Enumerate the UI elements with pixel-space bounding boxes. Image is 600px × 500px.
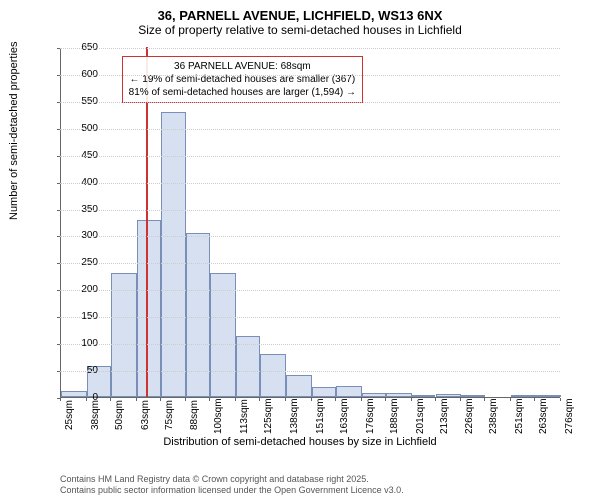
x-tick-mark [484, 398, 485, 401]
y-gridline [60, 317, 560, 318]
x-tick-label: 176sqm [365, 400, 376, 434]
histogram-bar [236, 336, 260, 397]
y-gridline [60, 236, 560, 237]
x-tick-label: 238sqm [488, 400, 499, 434]
y-gridline [60, 263, 560, 264]
histogram-bar [186, 233, 210, 397]
x-tick-mark [259, 398, 260, 401]
x-tick-mark [285, 398, 286, 401]
histogram-bar [436, 394, 462, 397]
x-tick-label: 263sqm [538, 400, 549, 434]
x-tick-label: 188sqm [389, 400, 400, 434]
x-tick-label: 151sqm [315, 400, 326, 434]
footer-line2: Contains public sector information licen… [60, 485, 404, 496]
y-gridline [60, 48, 560, 49]
x-tick-label: 201sqm [415, 400, 426, 434]
x-tick-mark [534, 398, 535, 401]
annotation-line3: 81% of semi-detached houses are larger (… [129, 86, 356, 99]
x-tick-mark [209, 398, 210, 401]
x-tick-mark [361, 398, 362, 401]
y-gridline [60, 344, 560, 345]
x-tick-label: 100sqm [213, 400, 224, 434]
x-tick-mark [460, 398, 461, 401]
histogram-bar [260, 354, 286, 397]
x-tick-label: 138sqm [289, 400, 300, 434]
histogram-bar [362, 393, 386, 397]
x-tick-mark [510, 398, 511, 401]
histogram-bar [312, 387, 336, 397]
x-tick-mark [560, 398, 561, 401]
x-tick-label: 63sqm [140, 400, 151, 434]
histogram-bar [412, 395, 436, 397]
histogram-bar [210, 273, 236, 397]
chart-subtitle: Size of property relative to semi-detach… [0, 23, 600, 41]
y-axis-label: Number of semi-detached properties [8, 41, 20, 220]
x-tick-label: 50sqm [114, 400, 125, 434]
x-tick-mark [385, 398, 386, 401]
y-gridline [60, 371, 560, 372]
x-tick-label: 251sqm [514, 400, 525, 434]
footer-text: Contains HM Land Registry data © Crown c… [60, 474, 404, 496]
histogram-bar [461, 395, 485, 397]
y-gridline [60, 290, 560, 291]
x-tick-label: 213sqm [439, 400, 450, 434]
x-tick-label: 113sqm [239, 400, 250, 434]
chart-container: 36, PARNELL AVENUE, LICHFIELD, WS13 6NX … [0, 0, 600, 500]
y-gridline [60, 102, 560, 103]
y-gridline [60, 210, 560, 211]
x-tick-mark [110, 398, 111, 401]
x-tick-label: 226sqm [464, 400, 475, 434]
y-gridline [60, 183, 560, 184]
x-tick-mark [311, 398, 312, 401]
x-tick-mark [136, 398, 137, 401]
histogram-bar [386, 393, 412, 397]
x-tick-label: 276sqm [564, 400, 575, 434]
footer-line1: Contains HM Land Registry data © Crown c… [60, 474, 404, 485]
x-tick-label: 125sqm [263, 400, 274, 434]
histogram-bar [161, 112, 187, 397]
x-tick-label: 25sqm [64, 400, 75, 434]
x-tick-mark [60, 398, 61, 401]
y-gridline [60, 75, 560, 76]
x-tick-mark [435, 398, 436, 401]
x-axis-label: Distribution of semi-detached houses by … [0, 436, 600, 448]
chart-title: 36, PARNELL AVENUE, LICHFIELD, WS13 6NX [0, 0, 600, 23]
x-tick-mark [160, 398, 161, 401]
x-tick-mark [185, 398, 186, 401]
y-gridline [60, 156, 560, 157]
histogram-bar [535, 395, 561, 397]
x-tick-label: 38sqm [90, 400, 101, 434]
annotation-box: 36 PARNELL AVENUE: 68sqm ← 19% of semi-d… [122, 56, 363, 103]
x-tick-mark [411, 398, 412, 401]
histogram-bar [511, 395, 535, 397]
histogram-bar [336, 386, 362, 397]
x-tick-label: 88sqm [189, 400, 200, 434]
x-tick-mark [335, 398, 336, 401]
y-gridline [60, 129, 560, 130]
x-tick-label: 163sqm [339, 400, 350, 434]
x-tick-mark [86, 398, 87, 401]
x-tick-label: 75sqm [164, 400, 175, 434]
annotation-line1: 36 PARNELL AVENUE: 68sqm [129, 60, 356, 73]
histogram-bar [111, 273, 137, 397]
x-tick-mark [235, 398, 236, 401]
plot-area: 36 PARNELL AVENUE: 68sqm ← 19% of semi-d… [60, 48, 560, 398]
histogram-bar [286, 375, 312, 397]
